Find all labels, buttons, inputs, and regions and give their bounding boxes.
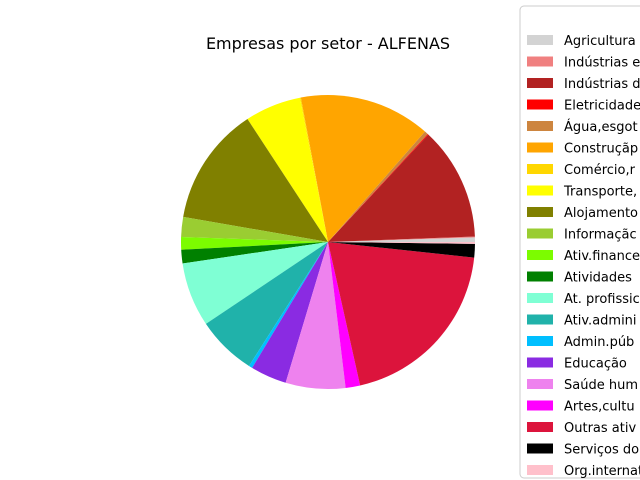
pie-slice-13	[182, 242, 328, 324]
legend-label-7: Comércio,r	[564, 163, 636, 178]
legend-swatch-16	[527, 357, 553, 368]
legend-label-16: Educação	[564, 357, 627, 372]
legend-label-13: At. profissic	[564, 292, 640, 307]
legend-label-2: Indústrias e	[564, 56, 640, 71]
legend-swatch-13	[527, 293, 553, 303]
legend-swatch-4	[527, 99, 553, 110]
legend-label-18: Artes,cultu	[564, 400, 635, 415]
legend-label-4: Eletricidade	[564, 99, 640, 114]
legend-label-11: Ativ.finance	[564, 249, 640, 264]
legend-swatch-21	[527, 465, 553, 475]
legend-items: Agricultura Indústrias e Indústrias d Eletr…	[527, 34, 640, 479]
pie-slice-4	[328, 134, 429, 242]
legend-label-21: Org.internat	[564, 464, 640, 479]
pie-slice-2	[328, 236, 475, 242]
pie-slice-16	[252, 242, 328, 383]
legend-label-20: Serviços do	[564, 443, 639, 458]
legend-label-14: Ativ.admini	[564, 314, 637, 329]
pie-slice-8	[247, 97, 328, 243]
legend-label-10: Informaçãc	[564, 228, 637, 243]
pie-slice-10	[181, 216, 328, 242]
pie-slice-11	[181, 236, 328, 250]
legend-label-15: Admin.púb	[564, 335, 634, 350]
legend-label-1: Agricultura	[564, 34, 636, 49]
legend-swatch-1	[527, 35, 553, 45]
pie-slice-1	[328, 237, 475, 242]
pie-slice-5	[328, 131, 428, 242]
legend-label-3: Indústrias d	[564, 77, 640, 92]
legend-swatch-6	[527, 142, 553, 153]
legend-label-19: Outras ativ	[564, 421, 636, 436]
legend-swatch-19	[527, 422, 553, 432]
legend-swatch-5	[527, 121, 553, 131]
legend-label-17: Saúde hum	[564, 378, 638, 393]
legend: Agricultura Indústrias e Indústrias d Eletr…	[519, 5, 640, 479]
legend-label-5: Água,esgot	[564, 119, 638, 135]
chart-title: Empresas por setor - ALFENAS	[206, 34, 450, 53]
legend-label-6: Construçãp	[564, 142, 638, 157]
legend-swatch-9	[527, 207, 553, 217]
legend-swatch-15	[527, 336, 553, 346]
pie-slice-9	[183, 119, 328, 242]
legend-swatch-8	[527, 185, 553, 196]
legend-label-8: Transporte,	[563, 185, 637, 200]
legend-swatch-18	[527, 400, 553, 411]
legend-swatch-7	[527, 164, 553, 174]
legend-swatch-17	[527, 379, 553, 389]
legend-swatch-12	[527, 271, 553, 282]
pie-slice-20	[328, 242, 475, 258]
pie-slice-21	[328, 242, 476, 244]
legend-label-9: Alojamento	[564, 206, 638, 221]
pie-slice-19	[328, 242, 475, 386]
pie-slice-14	[205, 242, 328, 366]
pie-slice-7	[299, 97, 328, 242]
legend-swatch-20	[527, 443, 553, 454]
legend-label-12: Atividades	[564, 271, 632, 286]
pie-slice-18	[328, 242, 361, 388]
pie-slice-3	[328, 134, 475, 242]
pie-slices	[181, 95, 476, 390]
pie-slice-17	[285, 242, 346, 390]
pie-slice-6	[300, 95, 425, 242]
legend-swatch-14	[527, 314, 553, 325]
pie-slice-12	[181, 242, 328, 264]
pie-slice-15	[249, 242, 328, 368]
legend-swatch-10	[527, 228, 553, 239]
legend-swatch-3	[527, 78, 553, 88]
legend-swatch-2	[527, 56, 553, 67]
legend-swatch-11	[527, 250, 553, 260]
